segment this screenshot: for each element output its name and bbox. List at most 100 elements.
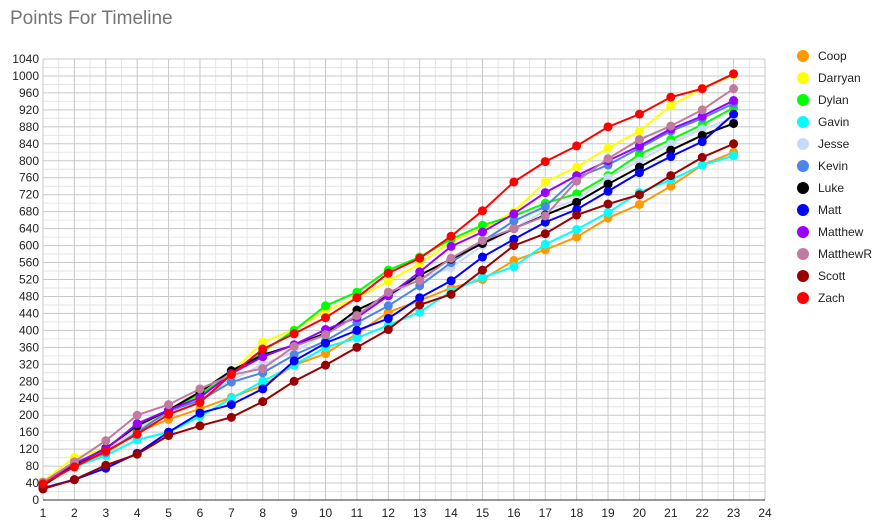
data-point	[509, 216, 519, 226]
y-tick-label: 760	[19, 171, 39, 185]
data-point	[383, 307, 393, 317]
legend-marker	[797, 138, 809, 150]
x-tick-label: 12	[382, 506, 396, 520]
x-tick-label: 10	[319, 506, 333, 520]
data-point	[258, 344, 268, 354]
legend-label: Darryan	[818, 71, 861, 85]
legend-item-kevin[interactable]: Kevin	[797, 159, 848, 173]
data-point	[383, 287, 393, 297]
legend-marker	[797, 292, 809, 304]
legend-item-matt[interactable]: Matt	[797, 203, 842, 217]
y-tick-label: 240	[19, 391, 39, 405]
data-point	[38, 479, 48, 489]
data-point	[321, 338, 331, 348]
y-tick-label: 440	[19, 306, 39, 320]
legend-item-coop[interactable]: Coop	[797, 49, 847, 63]
data-point	[509, 255, 519, 265]
data-point	[634, 135, 644, 145]
data-point	[509, 234, 519, 244]
data-point	[164, 431, 174, 441]
data-point	[321, 349, 331, 359]
x-tick-label: 19	[601, 506, 615, 520]
data-point	[572, 197, 582, 207]
chart-title: Points For Timeline	[10, 8, 173, 29]
y-tick-label: 880	[19, 120, 39, 134]
legend-item-gavin[interactable]: Gavin	[797, 115, 849, 129]
legend-marker	[797, 270, 809, 282]
data-point	[289, 356, 299, 366]
legend-item-matthew[interactable]: Matthew	[797, 225, 864, 239]
y-tick-label: 640	[19, 222, 39, 236]
y-tick-label: 160	[19, 425, 39, 439]
x-tick-label: 8	[259, 506, 266, 520]
data-point	[509, 241, 519, 251]
legend-label: Kevin	[818, 159, 848, 173]
x-tick-label: 23	[727, 506, 741, 520]
y-tick-label: 280	[19, 374, 39, 388]
legend-item-zach[interactable]: Zach	[797, 291, 845, 305]
legend-item-luke[interactable]: Luke	[797, 181, 844, 195]
data-point	[603, 199, 613, 209]
data-point	[383, 276, 393, 286]
data-point	[258, 352, 268, 362]
data-point	[634, 190, 644, 200]
legend-label: Matthew	[818, 225, 864, 239]
axes: 0408012016020024028032036040044048052056…	[12, 52, 772, 520]
legend-item-darryan[interactable]: Darryan	[797, 71, 861, 85]
legend-label: Scott	[818, 269, 846, 283]
legend-item-matthewr[interactable]: MatthewR	[797, 247, 872, 261]
y-tick-label: 920	[19, 103, 39, 117]
y-tick-label: 840	[19, 137, 39, 151]
x-tick-label: 9	[291, 506, 298, 520]
data-point	[352, 293, 362, 303]
x-tick-label: 24	[758, 506, 772, 520]
grid	[42, 58, 766, 501]
legend-item-jesse[interactable]: Jesse	[797, 137, 850, 151]
data-point	[540, 188, 550, 198]
data-point	[572, 210, 582, 220]
data-point	[415, 275, 425, 285]
data-point	[195, 397, 205, 407]
data-point	[540, 211, 550, 221]
y-tick-label: 320	[19, 357, 39, 371]
data-point	[415, 267, 425, 277]
data-point	[477, 272, 487, 282]
legend-marker	[797, 160, 809, 172]
legend-label: Luke	[818, 181, 844, 195]
data-point	[226, 412, 236, 422]
data-point	[132, 410, 142, 420]
y-tick-label: 40	[26, 476, 40, 490]
y-tick-label: 520	[19, 273, 39, 287]
data-point	[289, 341, 299, 351]
data-point	[729, 69, 739, 79]
data-point	[572, 176, 582, 186]
data-point	[446, 253, 456, 263]
data-point	[666, 171, 676, 181]
legend-item-scott[interactable]: Scott	[797, 269, 846, 283]
series-group	[38, 69, 739, 494]
legend-label: Zach	[818, 291, 845, 305]
legend: Coop Darryan Dylan Gavin Jesse Kevin Luke Matt M…	[797, 49, 872, 305]
legend-item-dylan[interactable]: Dylan	[797, 93, 849, 107]
data-point	[195, 421, 205, 431]
data-point	[603, 186, 613, 196]
data-point	[415, 293, 425, 303]
data-point	[195, 384, 205, 394]
legend-marker	[797, 248, 809, 260]
data-point	[697, 84, 707, 94]
x-tick-label: 11	[351, 506, 364, 520]
x-tick-label: 15	[476, 506, 490, 520]
data-point	[603, 154, 613, 164]
data-point	[132, 429, 142, 439]
data-point	[69, 475, 79, 485]
y-tick-label: 200	[19, 408, 39, 422]
y-tick-label: 1040	[12, 52, 39, 66]
data-point	[446, 231, 456, 241]
x-tick-label: 3	[102, 506, 109, 520]
x-tick-label: 14	[444, 506, 458, 520]
data-point	[697, 124, 707, 134]
data-point	[603, 143, 613, 153]
y-tick-label: 400	[19, 323, 39, 337]
data-point	[226, 369, 236, 379]
